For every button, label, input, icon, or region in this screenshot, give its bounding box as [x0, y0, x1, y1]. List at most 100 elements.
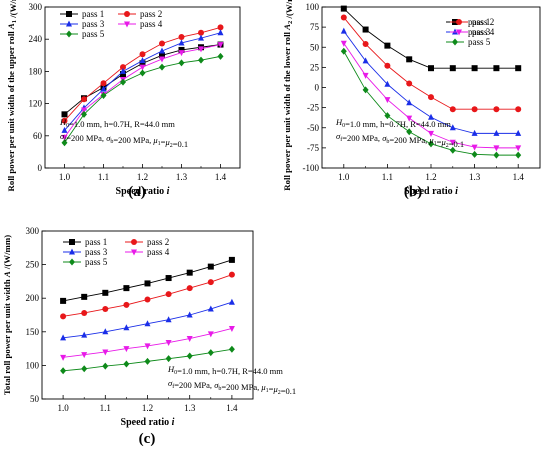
data-point-pass-1	[207, 263, 214, 270]
data-point-pass-3	[102, 328, 109, 335]
data-point-pass-1	[449, 65, 456, 72]
y-tick-label: 250	[26, 260, 40, 270]
legend-marker	[69, 248, 75, 255]
legend-marker	[66, 11, 72, 17]
data-point-pass-2	[102, 305, 109, 312]
data-point-pass-2	[384, 62, 391, 69]
data-point-pass-4	[471, 144, 478, 151]
data-point-pass-3	[428, 113, 434, 120]
data-point-pass-1	[120, 71, 126, 78]
data-point-pass-3	[228, 298, 235, 305]
y-tick-label: 240	[29, 34, 43, 44]
legend-entry: pass 3	[468, 27, 491, 37]
data-point-pass-3	[471, 129, 478, 136]
data-point-pass-3	[340, 27, 347, 34]
y-tick-label: -75	[307, 143, 319, 153]
data-point-pass-2	[217, 24, 224, 31]
data-point-pass-4	[139, 64, 146, 71]
data-point-pass-3	[159, 47, 165, 54]
y-tick-label: 50	[30, 394, 40, 404]
data-point-pass-3	[198, 34, 204, 41]
data-point-pass-2	[228, 271, 235, 278]
data-point-pass-4	[493, 145, 500, 152]
data-point-pass-5	[384, 112, 391, 120]
chart-panel-c: 50 100 150 200 250 300 1.0 1.1 1.2 1.3 1.4 Speed ra…	[2, 226, 296, 447]
x-tick-label: 1.3	[469, 172, 481, 182]
data-point-pass-1	[178, 46, 185, 53]
legend-marker	[452, 28, 458, 35]
data-point-pass-1	[102, 289, 109, 296]
legend-entry: pass 2	[472, 17, 494, 27]
x-tick-label: 1.0	[338, 172, 350, 182]
data-point-pass-5	[198, 56, 204, 64]
data-point-pass-2	[362, 41, 369, 48]
data-point-pass-2	[120, 64, 126, 71]
data-point-pass-3	[449, 124, 456, 131]
y-tick-label: 120	[29, 99, 43, 109]
data-point-pass-5	[340, 47, 347, 55]
y-axis-label: Roll power per unit width of the upper r…	[6, 0, 18, 191]
data-point-pass-1	[515, 65, 522, 72]
data-point-pass-2	[406, 80, 413, 87]
data-point-pass-2	[178, 34, 185, 41]
data-point-pass-2	[100, 80, 107, 87]
legend-entry: pass 2	[140, 9, 162, 19]
x-tick-label: 1.1	[382, 172, 393, 182]
chart-panel-a: 0 60 120 180 240 300 1.0 1.1 1.2 1.3 1.4 Speed rati…	[6, 0, 241, 200]
legend-entry: pass 1	[468, 17, 490, 27]
x-tick-label: 1.4	[513, 172, 525, 182]
legend-marker	[131, 249, 137, 256]
legend-marker	[69, 239, 75, 245]
data-point-pass-2	[60, 313, 67, 320]
y-tick-label: 60	[33, 131, 43, 141]
data-point-pass-4	[340, 40, 347, 47]
data-point-pass-3	[123, 324, 130, 331]
data-point-pass-4	[449, 139, 456, 146]
y-tick-label: 50	[310, 42, 320, 52]
data-point-pass-4	[159, 56, 165, 63]
y-tick-label: -50	[307, 123, 319, 133]
data-point-pass-1	[340, 5, 347, 12]
y-tick-label: 0	[38, 163, 43, 173]
legend-marker	[66, 30, 72, 38]
data-point-pass-3	[81, 331, 88, 338]
data-point-pass-3	[186, 311, 193, 318]
x-tick-label: 1.1	[100, 403, 111, 413]
y-tick-label: 200	[26, 293, 40, 303]
data-point-pass-5	[120, 78, 126, 86]
data-point-pass-5	[207, 349, 214, 357]
data-point-pass-5	[60, 367, 67, 375]
y-tick-label: 300	[26, 226, 40, 236]
x-tick-label: 1.2	[425, 172, 436, 182]
data-point-pass-2	[493, 106, 500, 113]
data-point-pass-2	[159, 40, 165, 47]
data-point-pass-3	[61, 126, 68, 133]
y-tick-label: 0	[315, 83, 320, 93]
data-point-pass-2	[207, 279, 214, 286]
legend-entry: pass 4	[472, 27, 495, 37]
data-point-pass-2	[186, 285, 193, 292]
data-point-pass-1	[159, 52, 165, 59]
data-point-pass-4	[81, 352, 88, 359]
data-point-pass-1	[471, 65, 478, 72]
data-point-pass-5	[100, 92, 107, 100]
data-point-pass-5	[102, 362, 109, 370]
data-point-pass-1	[123, 285, 130, 292]
data-point-pass-5	[406, 128, 413, 136]
data-point-pass-5	[61, 139, 68, 147]
legend-entry: pass 2	[147, 237, 169, 247]
data-point-pass-5	[123, 360, 130, 368]
y-tick-label: 100	[306, 2, 320, 12]
data-point-pass-5	[165, 355, 172, 363]
y-tick-label: -100	[303, 163, 320, 173]
data-point-pass-4	[228, 325, 235, 332]
data-point-pass-4	[406, 115, 413, 122]
data-point-pass-5	[81, 110, 87, 118]
data-point-pass-5	[144, 357, 151, 365]
data-point-pass-3	[100, 85, 107, 92]
data-point-pass-1	[406, 56, 413, 63]
y-tick-label: 75	[310, 22, 320, 32]
x-tick-label: 1.0	[59, 172, 71, 182]
data-point-pass-4	[81, 107, 87, 114]
y-tick-label: 25	[310, 62, 320, 72]
